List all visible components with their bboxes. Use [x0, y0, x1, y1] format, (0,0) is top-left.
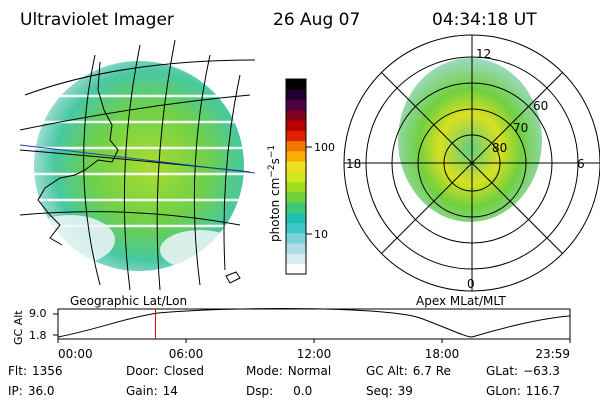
flt-row: Flt: 1356	[8, 364, 63, 378]
colorbar-segment	[286, 140, 306, 152]
island-outline	[225, 271, 241, 284]
mlt-0-label: 0	[467, 277, 475, 291]
alt-xticks: 00:00 06:00 12:00 18:00 23:59	[57, 339, 571, 361]
colorbar-segment	[286, 109, 306, 121]
time: 04:34:18 UT	[432, 10, 537, 30]
mlat-80-label: 80	[492, 141, 507, 155]
dsp-row: Dsp: 0.0	[246, 384, 312, 398]
colorbar-segment	[286, 79, 306, 90]
door-row: Door: Closed	[126, 364, 204, 378]
colorbar-segment	[286, 130, 306, 142]
colorbar-tick-10: 10	[314, 228, 328, 241]
polar-image: 12 18 6 0 60 70 80	[343, 34, 600, 292]
colorbar-segments	[286, 79, 306, 275]
alt-xtick-label: 12:00	[297, 347, 332, 361]
left-panel-label: Geographic Lat/Lon	[70, 294, 187, 308]
mlat-60-label: 60	[533, 99, 548, 113]
geographic-image	[19, 39, 256, 291]
alt-xtick-label: 23:59	[535, 347, 570, 361]
polar-grid	[344, 35, 600, 291]
coastline	[37, 61, 119, 246]
colorbar-segment	[286, 120, 306, 131]
alt-xtick-label: 06:00	[169, 347, 204, 361]
unit-exp2: −1	[267, 145, 277, 158]
colorbar-segment	[286, 171, 306, 183]
info-block: Flt: 1356 IP: 36.0 Door: Closed Gain: 14 Mod…	[8, 364, 560, 398]
date: 26 Aug 07	[273, 10, 360, 30]
alt-xtick-label: 18:00	[425, 347, 460, 361]
colorbar-segment	[286, 232, 306, 244]
colorbar: 100 10 photon cm−2s−1	[267, 78, 335, 275]
right-panel-label: Apex MLat/MLT	[416, 294, 506, 308]
alt-ytick-1-8: 1.8	[29, 329, 47, 342]
colorbar-unit: photon cm−2s−1	[267, 145, 282, 242]
seq-row: Seq: 39	[366, 384, 413, 398]
colorbar-segment	[286, 99, 306, 111]
colorbar-segment	[286, 243, 306, 254]
colorbar-segment	[286, 181, 306, 193]
colorbar-segment	[286, 191, 306, 203]
colorbar-segment	[286, 150, 306, 162]
gain-row: Gain: 14	[126, 384, 178, 398]
mode-row: Mode: Normal	[246, 364, 331, 378]
colorbar-segment	[286, 222, 306, 234]
colorbar-tick-100: 100	[314, 141, 335, 154]
unit-exp1: −2	[267, 164, 277, 177]
altitude-curve	[57, 308, 571, 338]
unit-base: photon cm	[268, 178, 282, 242]
colorbar-segment	[286, 89, 306, 101]
unit-mid: s	[268, 158, 282, 164]
mlt-12-label: 12	[476, 47, 491, 61]
altitude-plot: GC Alt 9.0 1.8 00:00 06:00 12:00 18:00 23:59	[12, 307, 571, 361]
title: Ultraviolet Imager	[20, 10, 174, 30]
colorbar-segment	[286, 202, 306, 213]
colorbar-frame	[285, 78, 307, 275]
mlt-6-label: 6	[577, 157, 585, 171]
mlt-18-label: 18	[346, 157, 361, 171]
glat-row: GLat: −63.3	[486, 364, 560, 378]
colorbar-segment	[286, 161, 306, 172]
colorbar-segment	[286, 253, 306, 265]
glon-row: GLon: 116.7	[486, 384, 560, 398]
gcalt-row: GC Alt: 6.7 Re	[366, 364, 451, 378]
mlat-70-label: 70	[513, 121, 528, 135]
alt-ytick-9: 9.0	[29, 307, 47, 320]
colorbar-segment	[286, 212, 306, 224]
altitude-plot-frame	[57, 308, 571, 340]
alt-xtick-label: 00:00	[58, 347, 93, 361]
equator-line	[19, 144, 256, 174]
colorbar-segment	[286, 263, 306, 275]
polar-image-disk	[398, 58, 542, 222]
alt-ylabel: GC Alt	[12, 310, 25, 345]
ip-row: IP: 36.0	[8, 384, 55, 398]
left-grid-lines	[19, 39, 256, 291]
